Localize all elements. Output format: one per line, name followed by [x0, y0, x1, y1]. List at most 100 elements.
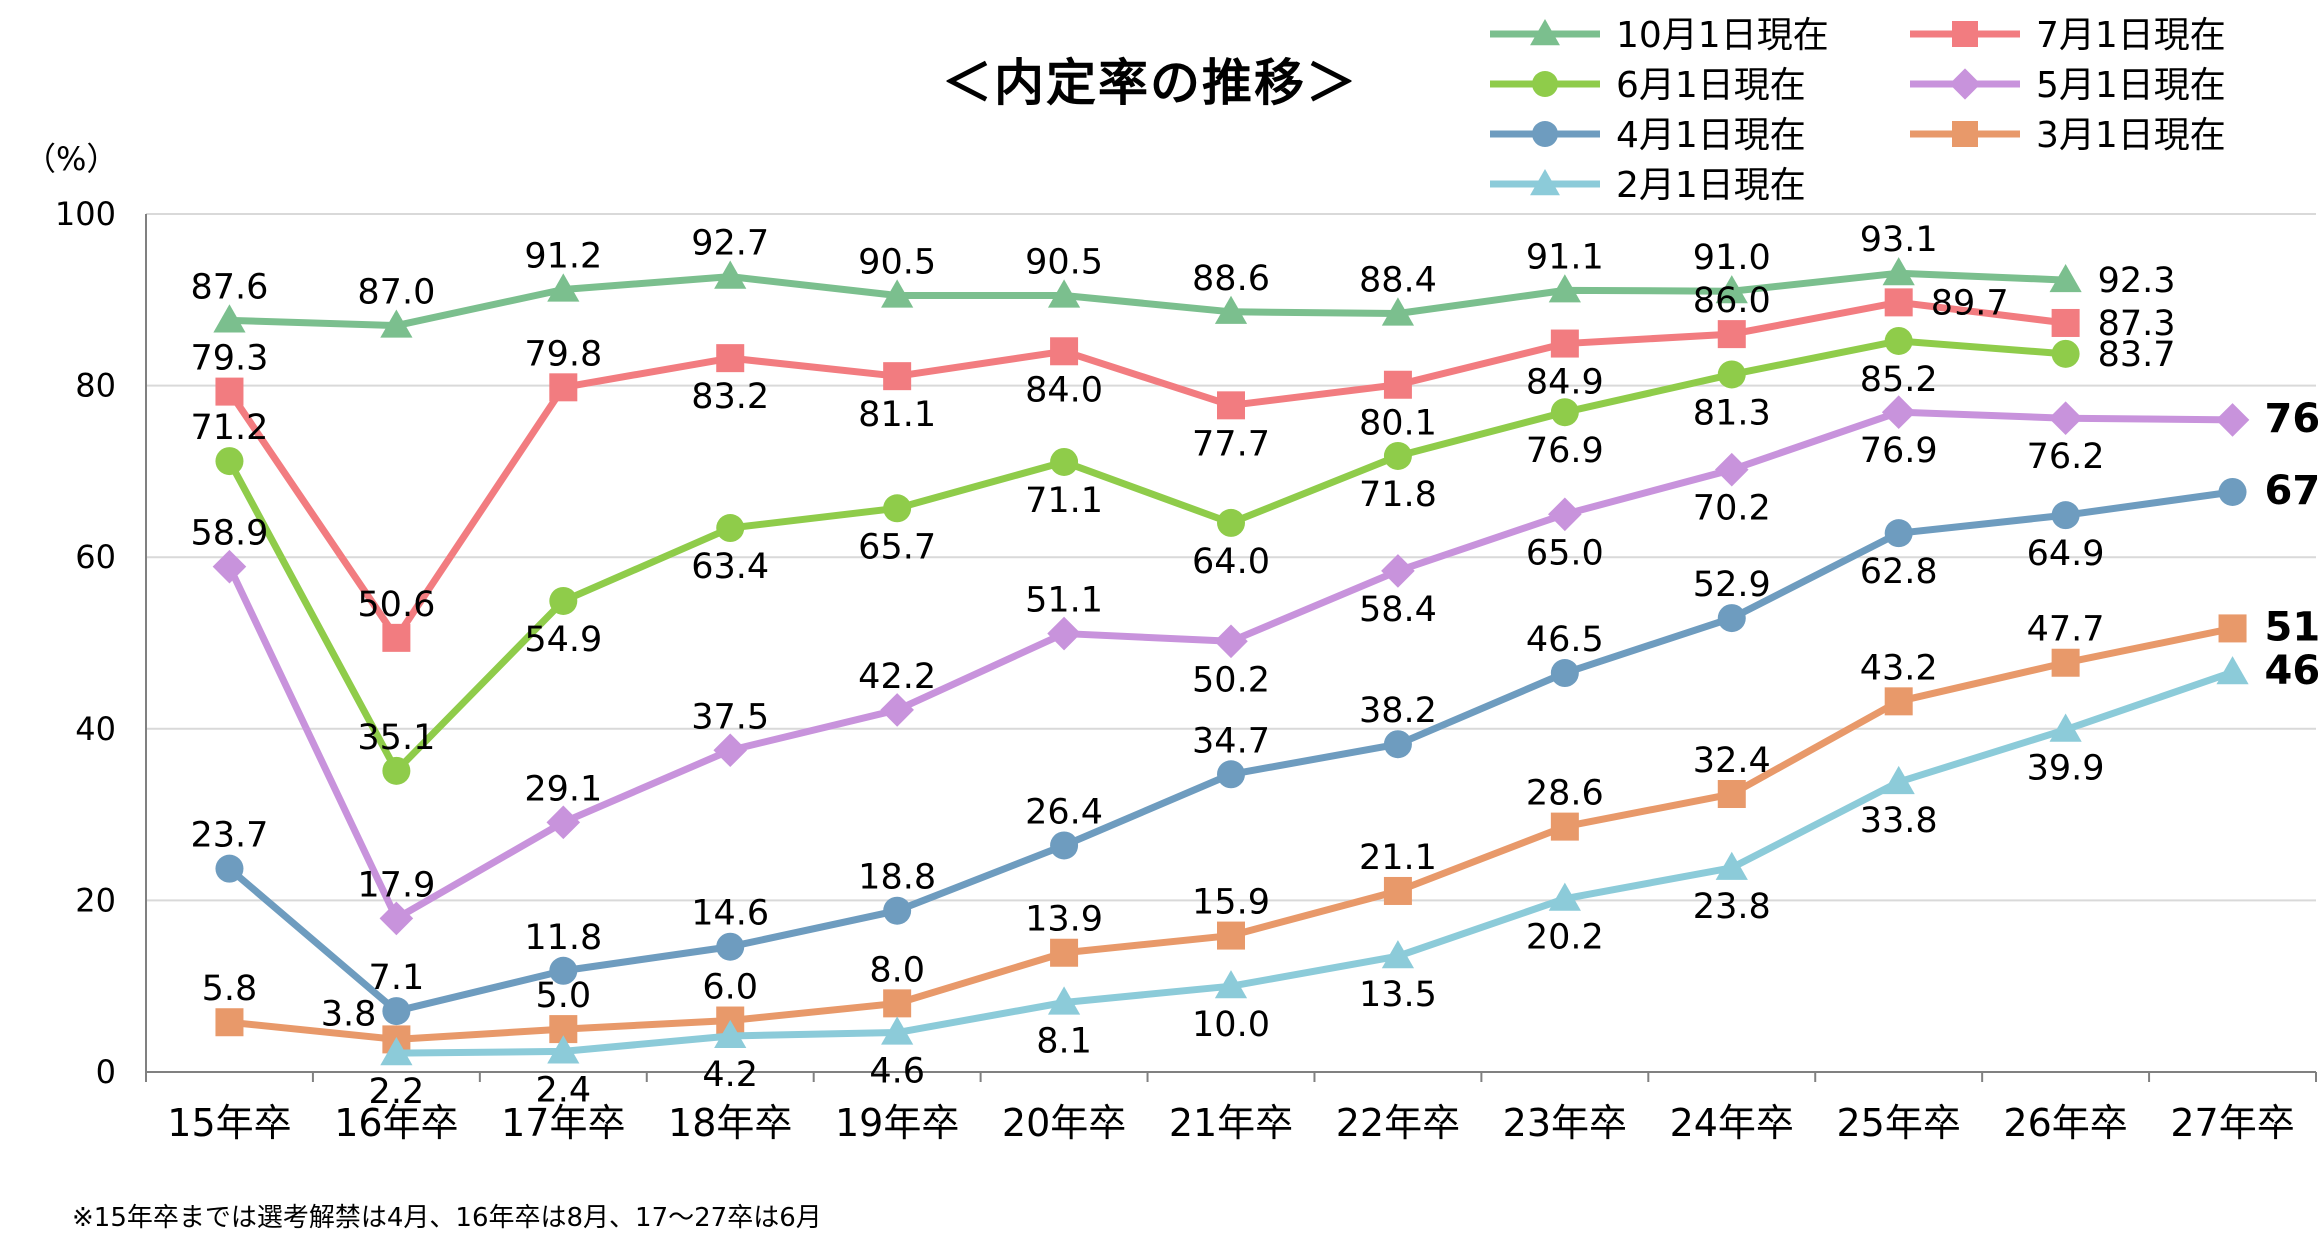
data-label: 28.6	[1526, 774, 1604, 814]
data-label: 91.2	[524, 237, 602, 277]
data-point-2-6	[1217, 508, 1245, 537]
data-label: 70.2	[1693, 489, 1771, 529]
data-point-5-10	[1884, 687, 1913, 716]
data-label: 11.8	[524, 918, 602, 958]
data-point-3-0	[212, 549, 247, 584]
data-point-6-12	[2216, 656, 2249, 685]
data-label: 38.2	[1359, 691, 1437, 731]
data-point-3-8	[1548, 497, 1582, 532]
data-label: 93.1	[1860, 220, 1938, 260]
data-point-1-2	[549, 373, 578, 402]
data-point-2-9	[1717, 360, 1746, 389]
data-label: 87.0	[357, 273, 435, 313]
data-label: 4.2	[702, 1055, 758, 1095]
data-point-1-8	[1550, 329, 1579, 358]
chart-title: ＜内定率の推移＞	[942, 54, 1358, 112]
data-point-2-1	[382, 756, 411, 785]
data-point-5-6	[1217, 921, 1245, 950]
x-tick-label: 19年卒	[835, 1101, 959, 1145]
data-point-5-12	[2218, 614, 2247, 643]
footnote: ※15年卒までは選考解禁は4月、16年卒は8月、17～27卒は6月	[72, 1203, 822, 1233]
data-label: 15.9	[1192, 883, 1270, 923]
legend-label: 10月1日現在	[1616, 15, 1829, 56]
data-point-0-5	[1047, 279, 1081, 308]
legend-item: 6月1日現在	[1490, 65, 1806, 106]
series-2	[215, 326, 2080, 785]
series-5	[215, 614, 2247, 1054]
data-point-2-10	[1884, 326, 1913, 355]
data-point-0-4	[881, 279, 914, 308]
data-label: 88.4	[1359, 261, 1437, 301]
data-point-1-4	[883, 362, 912, 391]
x-tick-label: 27年卒	[2170, 1101, 2294, 1145]
data-label: 91.1	[1526, 237, 1604, 277]
data-point-2-5	[1050, 447, 1079, 476]
data-point-0-9	[1715, 275, 1748, 304]
data-point-4-3	[716, 932, 745, 961]
x-tick-label: 15年卒	[167, 1101, 291, 1145]
series-line-6	[396, 668, 2234, 1057]
data-label: 17.9	[357, 865, 435, 905]
y-tick-label: 80	[75, 367, 116, 405]
data-point-4-1	[382, 997, 411, 1026]
data-point-2-0	[215, 447, 244, 476]
data-point-4-7	[1383, 730, 1412, 759]
data-label: 89.7	[1931, 283, 2009, 323]
data-label: 4.6	[869, 1052, 925, 1092]
data-label: 33.8	[1860, 801, 1938, 841]
data-point-3-1	[379, 901, 414, 936]
data-point-1-1	[382, 623, 411, 652]
data-label: 3.8	[321, 994, 377, 1034]
data-label: 58.9	[190, 514, 268, 554]
data-label: 64.0	[1192, 542, 1270, 582]
legend-marker	[1532, 71, 1558, 97]
data-label: 76.2	[2027, 437, 2105, 477]
series-3	[212, 395, 2250, 936]
x-tick-label: 24年卒	[1670, 1101, 1794, 1145]
legend-marker	[1532, 121, 1558, 147]
data-point-2-8	[1550, 398, 1579, 427]
data-point-0-10	[1882, 257, 1915, 286]
legend-item: 7月1日現在	[1910, 15, 2226, 56]
data-point-6-7	[1381, 940, 1415, 969]
data-point-4-10	[1884, 519, 1913, 548]
series-4	[215, 477, 2247, 1026]
series-line-2	[226, 337, 2066, 775]
data-label: 8.0	[869, 950, 925, 990]
data-point-1-5	[1050, 337, 1079, 366]
legend-item: 4月1日現在	[1490, 115, 1806, 156]
data-label: 50.6	[357, 585, 435, 625]
data-point-6-1	[380, 1037, 413, 1066]
series-line-1	[226, 298, 2067, 642]
data-label: 83.7	[2098, 335, 2176, 375]
series-lines	[212, 257, 2250, 1066]
data-point-4-5	[1050, 831, 1079, 860]
data-label: 67.6	[2265, 468, 2318, 514]
data-label: 34.7	[1192, 721, 1270, 761]
data-label: 29.1	[524, 769, 602, 809]
data-point-2-11	[2051, 339, 2080, 368]
data-point-1-10	[1884, 288, 1913, 317]
data-label: 81.3	[1693, 393, 1771, 433]
data-point-5-11	[2051, 648, 2080, 677]
data-point-5-5	[1050, 938, 1079, 967]
legend-label: 7月1日現在	[2036, 15, 2226, 56]
data-label: 18.8	[858, 858, 936, 898]
data-point-1-9	[1717, 320, 1746, 349]
x-tick-label: 23年卒	[1503, 1101, 1627, 1145]
data-label: 81.1	[858, 395, 936, 435]
data-label: 90.5	[858, 243, 936, 283]
legend-item: 10月1日現在	[1490, 15, 1829, 56]
data-label: 14.6	[691, 894, 769, 934]
data-label: 20.2	[1526, 918, 1604, 958]
y-tick-label: 60	[75, 538, 116, 576]
data-label: 35.1	[357, 718, 435, 758]
data-label: 26.4	[1025, 792, 1103, 832]
data-label: 46.5	[1526, 620, 1604, 660]
data-point-1-0	[215, 377, 244, 406]
x-tick-label: 21年卒	[1169, 1101, 1293, 1145]
data-point-5-8	[1550, 812, 1579, 841]
legend-marker	[1952, 21, 1978, 47]
data-label: 86.0	[1693, 281, 1771, 321]
data-point-3-11	[2048, 401, 2083, 436]
